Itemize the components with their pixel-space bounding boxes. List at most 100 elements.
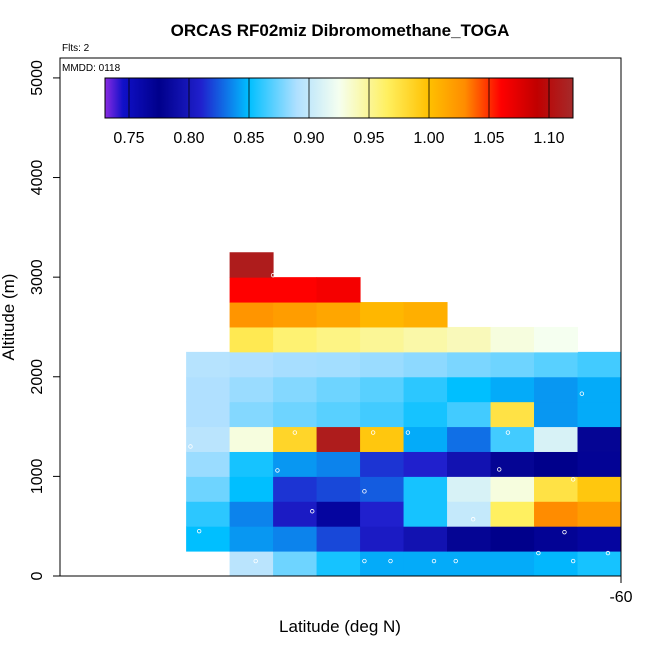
heatmap-cell: [273, 302, 318, 328]
heatmap-cell: [403, 551, 448, 577]
heatmap-cell: [273, 451, 318, 477]
heatmap-cell: [360, 326, 405, 353]
plot-frame: [59, 57, 622, 577]
sample-point: [292, 430, 298, 435]
sample-point: [188, 444, 193, 449]
heatmap-cell: [403, 401, 448, 428]
heatmap-cell: [229, 476, 274, 502]
heatmap-cell: [316, 326, 361, 353]
heatmap-cell: [316, 401, 361, 428]
heatmap-cell: [360, 476, 405, 502]
heatmap-cell: [360, 526, 405, 552]
sample-point: [310, 509, 315, 514]
heatmap-cell: [490, 426, 535, 452]
heatmap-cell: [186, 501, 231, 527]
heatmap-cell: [447, 501, 492, 527]
heatmap-cell: [490, 326, 535, 353]
heatmap-cell: [360, 302, 405, 328]
colorbar-tick-label: 0.75: [113, 130, 144, 147]
sample-point: [570, 558, 576, 564]
heatmap-cell: [403, 326, 448, 353]
heatmap-cell: [273, 351, 318, 378]
heatmap-cell: [577, 451, 622, 477]
heatmap-cell: [577, 426, 622, 452]
heatmap-cell: [316, 501, 361, 527]
heatmap-cell: [360, 551, 405, 577]
heatmap-cell: [360, 376, 405, 403]
heatmap-cell: [534, 451, 579, 477]
heatmap-cell: [360, 351, 405, 378]
heatmap-cell: [186, 451, 231, 477]
y-tick-label: 4000: [29, 160, 46, 196]
x-tick-label: -60: [609, 589, 632, 606]
colorbar-tick-label: 1.00: [413, 130, 444, 147]
heatmap-cell: [229, 451, 274, 477]
sample-point: [196, 528, 202, 534]
heatmap-cell: [273, 551, 318, 577]
heatmap-cell: [490, 551, 535, 577]
sample-point: [270, 272, 276, 278]
colorbar: 0.75 0.80 0.85 0.90 0.95 1.00 1.05 1.10: [104, 77, 574, 147]
heatmap-cell: [229, 501, 274, 527]
heatmap-cell: [186, 376, 231, 403]
colorbar-tick-label: 1.10: [533, 130, 564, 147]
heatmap-cell: [447, 526, 492, 552]
heatmap-cell: [229, 426, 274, 452]
heatmap-cell: [490, 526, 535, 552]
heatmap-cell: [447, 376, 492, 403]
heatmap-cell: [360, 401, 405, 428]
heatmap-cell: [534, 376, 579, 403]
heatmap-cell: [273, 401, 318, 428]
sample-point: [370, 430, 376, 435]
heatmap-cell: [577, 376, 622, 403]
heatmap-cell: [490, 401, 535, 428]
colorbar-ticks: 0.75 0.80 0.85 0.90 0.95 1.00 1.05 1.10: [113, 78, 565, 147]
heatmap-cell: [534, 526, 579, 552]
heatmap-cell: [490, 501, 535, 527]
y-axis: 0 1000 2000 3000 4000 5000: [29, 60, 60, 580]
colorbar-tick-label: 0.80: [173, 130, 204, 147]
sample-point: [453, 558, 458, 564]
heatmap-cell: [534, 551, 579, 577]
sample-point: [470, 517, 476, 522]
heatmap-cell: [447, 426, 492, 452]
heatmap-cell: [186, 351, 231, 378]
heatmap-cell: [447, 351, 492, 378]
heatmap-cell: [229, 551, 274, 577]
x-axis-label: Latitude (deg N): [279, 617, 401, 636]
y-axis-label: Altitude (m): [0, 274, 18, 361]
x-axis: -60: [609, 576, 633, 606]
colorbar-tick-label: 0.85: [233, 130, 264, 147]
heatmap-cell: [229, 326, 274, 353]
sample-point: [536, 550, 541, 556]
heatmap-cell: [316, 351, 361, 378]
heatmap-cells: [186, 252, 622, 577]
sample-point: [362, 489, 367, 494]
heatmap-cell: [316, 551, 361, 577]
heatmap-cell: [229, 376, 274, 403]
heatmap-cell: [577, 401, 622, 428]
heatmap-cell: [229, 401, 274, 428]
y-tick-label: 1000: [29, 458, 46, 494]
heatmap-cell: [360, 451, 405, 477]
heatmap-cell: [316, 526, 361, 552]
colorbar-tick-label: 0.90: [293, 130, 324, 147]
heatmap-cell: [316, 476, 361, 502]
heatmap-cell: [534, 501, 579, 527]
colorbar-tick-label: 1.05: [473, 130, 504, 147]
heatmap-cell: [360, 426, 405, 452]
heatmap-cell: [273, 476, 318, 502]
y-tick-label: 2000: [29, 359, 46, 395]
colorbar-tick-label: 0.95: [353, 130, 384, 147]
heatmap-cell: [534, 476, 579, 502]
heatmap-cell: [490, 476, 535, 502]
heatmap-cell: [273, 326, 318, 353]
heatmap-cell: [316, 451, 361, 477]
heatmap-cell: [403, 376, 448, 403]
sample-point: [275, 468, 280, 473]
heatmap-cell: [577, 551, 622, 577]
heatmap-cell: [490, 351, 535, 378]
heatmap-cell: [534, 351, 579, 378]
heatmap-cell: [316, 277, 361, 303]
